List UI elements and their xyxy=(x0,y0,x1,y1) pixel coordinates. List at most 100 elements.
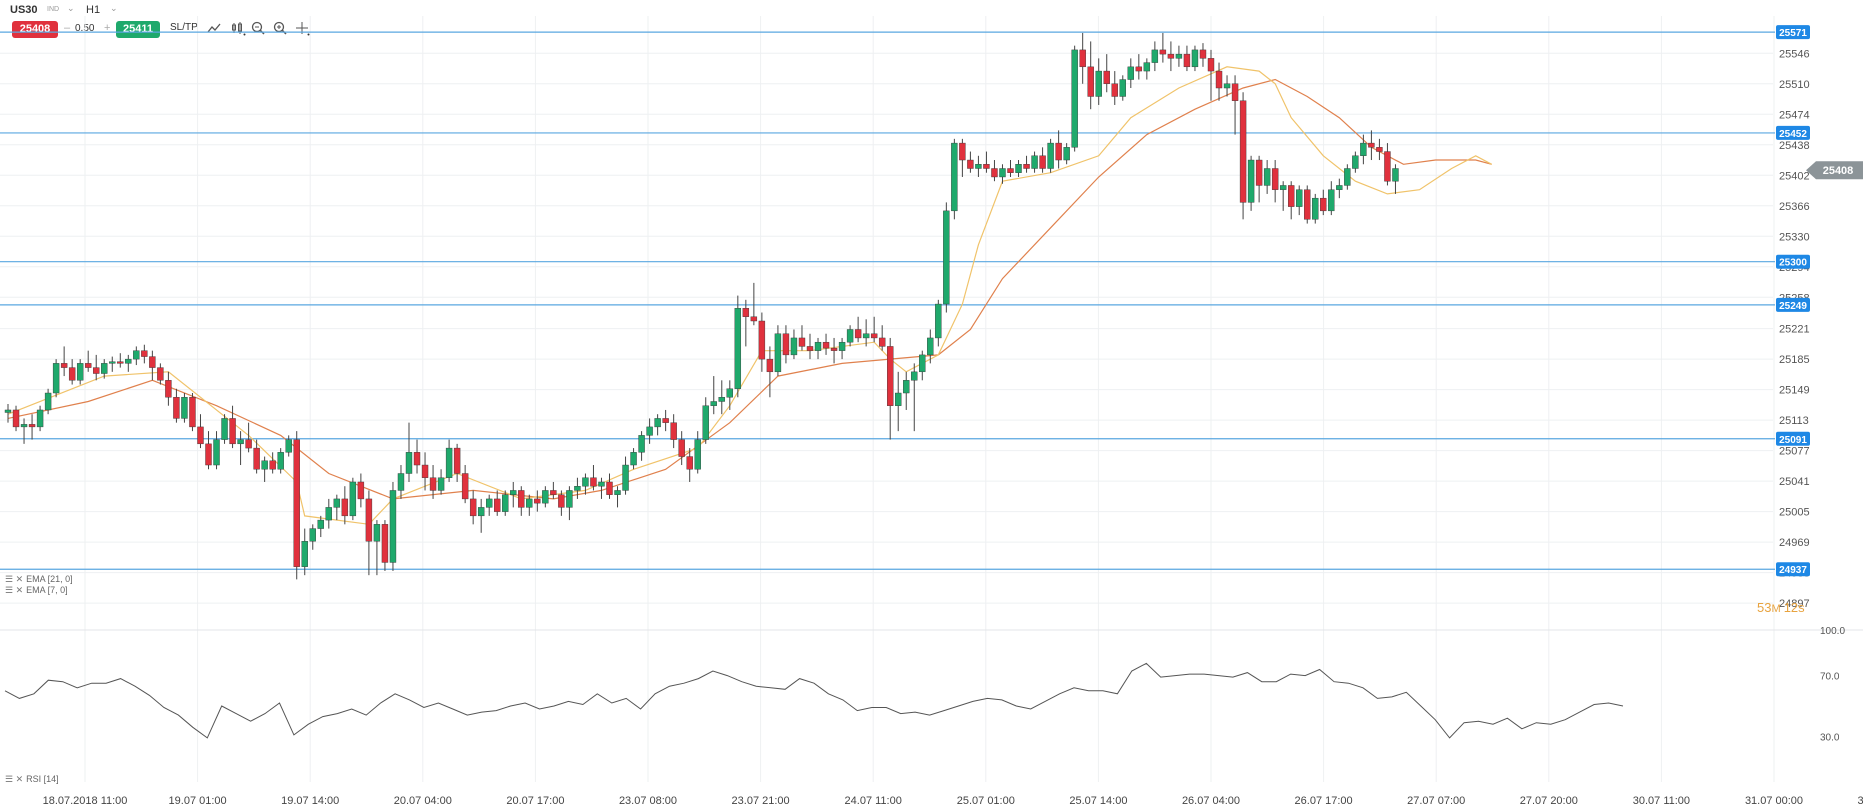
candle-body xyxy=(1159,49,1167,55)
candle-body xyxy=(181,397,188,419)
candle-body xyxy=(983,164,990,169)
price-tick-label: 25402 xyxy=(1779,170,1810,182)
candle-body xyxy=(269,460,276,470)
level-label: 25571 xyxy=(1779,28,1807,39)
sl-tp-button[interactable]: SL/TP xyxy=(170,22,198,33)
price-tick-label: 25438 xyxy=(1779,140,1810,152)
candle-body xyxy=(1271,168,1279,190)
quantity-increase-button[interactable]: + xyxy=(104,22,111,34)
candle-body xyxy=(333,498,341,508)
candle-body xyxy=(919,354,926,373)
candle-body xyxy=(285,439,292,453)
candle-body xyxy=(4,409,12,413)
menu-icon[interactable]: ☰ ✕ xyxy=(5,585,24,595)
candle-body xyxy=(84,363,92,368)
candle-body xyxy=(582,477,589,487)
candle-body xyxy=(1007,168,1014,173)
candle-body xyxy=(742,308,750,317)
menu-icon[interactable]: ☰ ✕ xyxy=(5,774,24,784)
countdown-label: 53M 12s xyxy=(1757,600,1805,615)
candle-body xyxy=(1328,189,1335,212)
time-tick-label: 19.07 01:00 xyxy=(169,795,227,807)
candle-body xyxy=(277,452,284,470)
candle-body xyxy=(814,341,822,351)
candle-body xyxy=(317,519,324,529)
level-label-box xyxy=(1776,297,1810,312)
candle-body xyxy=(870,333,878,339)
price-tick-label: 25546 xyxy=(1779,48,1810,60)
time-tick-label: 31.07 13:00 xyxy=(1858,795,1863,807)
candle-body xyxy=(1215,70,1223,89)
rsi-tick-label: 70.0 xyxy=(1820,672,1840,683)
candle-body xyxy=(1312,197,1319,220)
candle-body xyxy=(646,426,653,436)
candle-body xyxy=(951,142,958,212)
candle-body xyxy=(437,477,445,491)
candle-body xyxy=(1392,168,1399,182)
candle-body xyxy=(44,392,52,411)
price-tick-label: 25149 xyxy=(1779,385,1810,397)
candle-body xyxy=(293,439,300,567)
rsi-line xyxy=(4,662,1624,739)
menu-icon[interactable]: ☰ ✕ xyxy=(5,574,24,584)
ema21-legend[interactable]: ☰ ✕ EMA [21, 0] xyxy=(5,574,73,584)
time-tick-label: 31.07 00:00 xyxy=(1745,795,1803,807)
candle-body xyxy=(574,486,581,491)
symbol-selector[interactable]: US30 xyxy=(10,4,38,16)
candle-body xyxy=(486,498,493,508)
price-tick-label: 25005 xyxy=(1779,507,1810,519)
candle-body xyxy=(221,418,228,440)
candle-body xyxy=(341,498,349,517)
level-label-box xyxy=(1776,431,1810,446)
candle-body xyxy=(421,464,429,478)
symbol-chevron-down-icon[interactable]: ⌄ xyxy=(67,3,75,13)
candle-body xyxy=(261,460,268,470)
candle-body xyxy=(125,358,132,364)
candle-body xyxy=(1376,147,1383,152)
line-chart-type-icon[interactable] xyxy=(206,20,222,36)
price-tick-label: 24897 xyxy=(1779,598,1810,610)
candle-body xyxy=(1320,197,1327,212)
candle-body xyxy=(373,524,381,542)
price-tick-label: 25113 xyxy=(1779,415,1809,427)
time-tick-label: 18.07.2018 11:00 xyxy=(43,795,128,807)
candle-body xyxy=(1079,49,1086,68)
candle-body xyxy=(1063,147,1070,161)
level-label: 24937 xyxy=(1779,565,1807,576)
candle-body xyxy=(1135,66,1143,72)
candle-body xyxy=(149,356,156,368)
candle-body xyxy=(534,498,541,504)
candle-body xyxy=(638,435,645,453)
candle-body xyxy=(999,168,1006,178)
time-tick-label: 24.07 11:00 xyxy=(845,795,902,807)
candle-body xyxy=(12,409,20,428)
candle-body xyxy=(1239,100,1247,203)
candle-body xyxy=(1247,159,1255,203)
candle-body xyxy=(614,490,621,495)
time-tick-label: 25.07 01:00 xyxy=(957,795,1015,807)
candle-body xyxy=(734,308,742,389)
candle-body xyxy=(590,477,597,487)
timeframe-selector[interactable]: H1 xyxy=(86,4,101,16)
level-label: 25091 xyxy=(1779,435,1807,446)
candle-body xyxy=(389,490,397,563)
price-tick-label: 24969 xyxy=(1779,537,1810,549)
candle-body xyxy=(357,481,365,500)
time-tick-label: 23.07 08:00 xyxy=(619,795,677,807)
timeframe-chevron-down-icon[interactable]: ⌄ xyxy=(110,3,118,13)
candle-body xyxy=(60,363,68,368)
rsi-legend[interactable]: ☰ ✕ RSI [14] xyxy=(5,774,59,784)
level-label: 25452 xyxy=(1779,129,1807,140)
candle-body xyxy=(782,333,790,356)
quantity-decrease-button[interactable]: – xyxy=(64,22,71,34)
candle-body xyxy=(991,168,998,178)
candle-body xyxy=(1167,53,1175,59)
ema7-legend[interactable]: ☰ ✕ EMA [7, 0] xyxy=(5,585,68,595)
candle-body xyxy=(453,447,461,474)
candle-body xyxy=(1183,53,1191,68)
candle-body xyxy=(1039,155,1046,169)
candle-body xyxy=(967,159,974,169)
candle-body xyxy=(1047,142,1054,169)
candle-body xyxy=(1111,83,1118,97)
